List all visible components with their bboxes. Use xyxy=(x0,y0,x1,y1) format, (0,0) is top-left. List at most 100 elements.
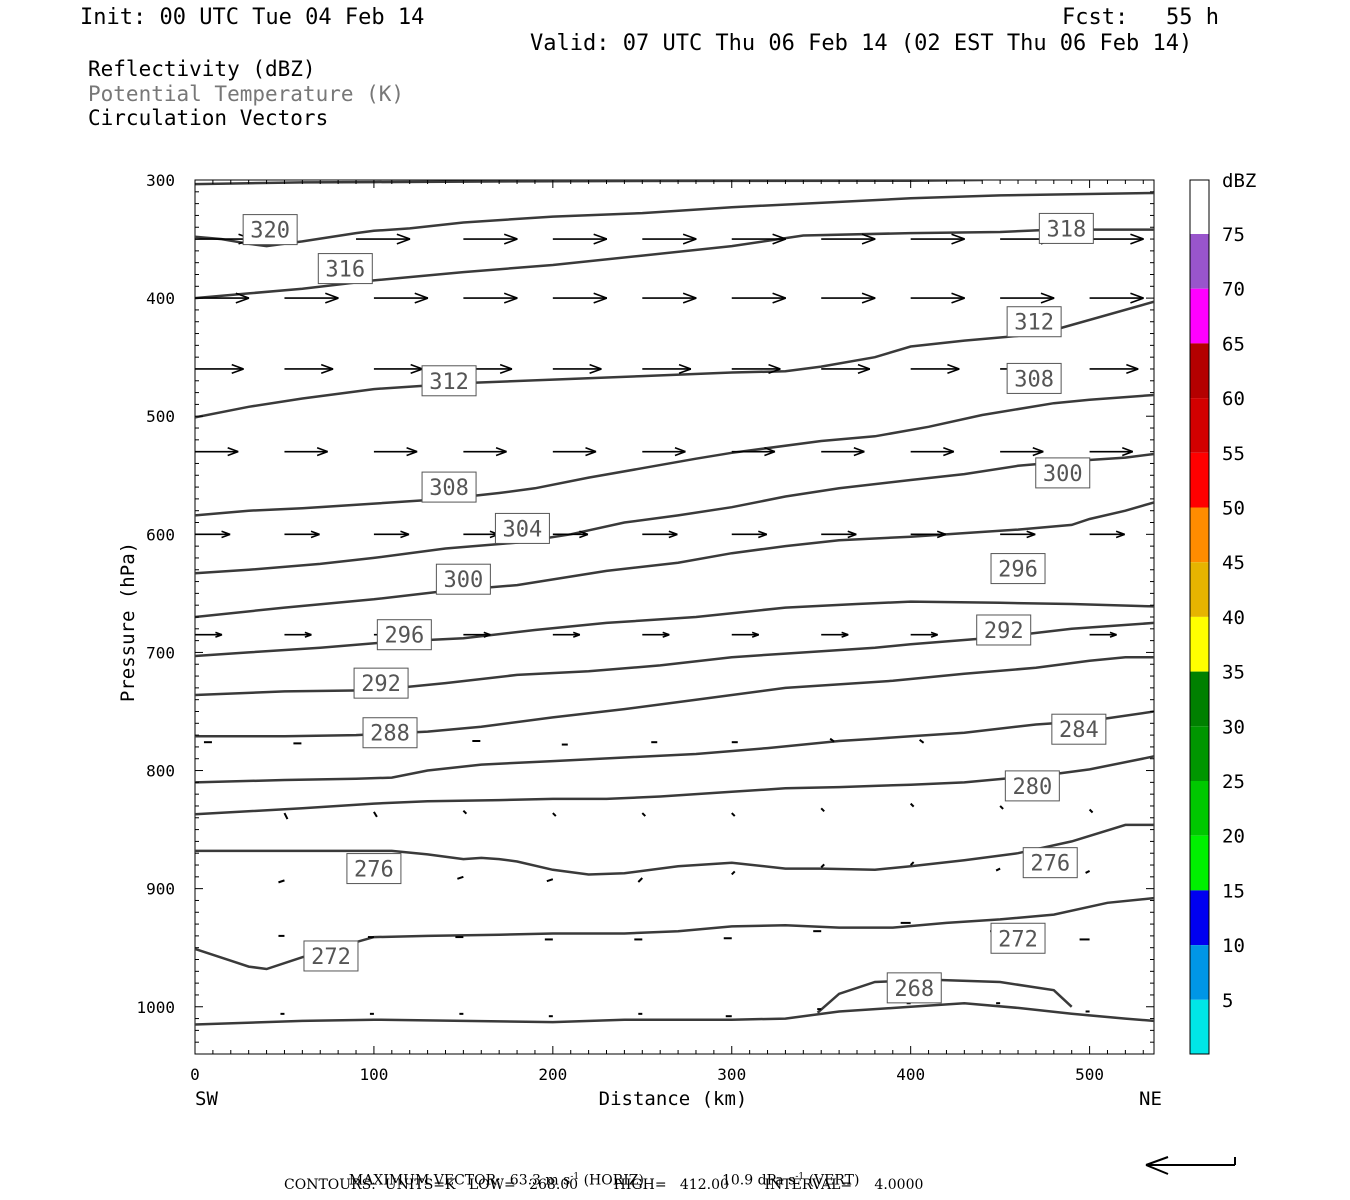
forecast-label: Fcst: xyxy=(1062,5,1129,30)
circulation-vector xyxy=(284,530,320,539)
circulation-vector xyxy=(463,233,518,245)
y-axis-title: Pressure (hPa) xyxy=(117,542,139,702)
x-tick-label: 300 xyxy=(717,1065,746,1084)
forecast-hour: 55 h xyxy=(1166,5,1219,30)
circulation-vector xyxy=(642,363,692,375)
contour-label-308: 308 xyxy=(1006,362,1062,394)
contour-label-312: 312 xyxy=(1006,306,1062,338)
svg-text:288: 288 xyxy=(370,722,410,747)
svg-text:320: 320 xyxy=(250,219,290,244)
y-tick-label: 400 xyxy=(146,289,175,308)
contour-label-292: 292 xyxy=(353,667,409,699)
circulation-vector xyxy=(642,233,697,245)
colorbar-segment xyxy=(1190,562,1209,617)
colorbar-label: 45 xyxy=(1222,552,1245,574)
contour-label-276: 276 xyxy=(346,853,402,885)
circulation-vector xyxy=(731,870,736,876)
y-tick-label: 700 xyxy=(146,643,175,662)
colorbar-segment xyxy=(1190,616,1209,672)
svg-text:268: 268 xyxy=(894,977,934,1002)
circulation-vector xyxy=(731,292,787,304)
legend-potential-temperature: Potential Temperature (K) xyxy=(88,82,405,106)
circulation-vector xyxy=(552,812,557,817)
circulation-vector xyxy=(1089,530,1125,539)
x-tick-label: 100 xyxy=(359,1065,388,1084)
footer-horiz: (HORIZ) xyxy=(583,1172,644,1189)
circulation-vector xyxy=(1089,447,1134,457)
footer-contours: CONTOURS: UNITS=K LOW= 268.00 HIGH= 412.… xyxy=(284,1177,924,1193)
theta-contour-318 xyxy=(195,228,1154,300)
x-end-label-ne: NE xyxy=(1139,1088,1162,1110)
circulation-vector xyxy=(910,292,965,304)
svg-text:312: 312 xyxy=(429,370,469,395)
contour-label-292: 292 xyxy=(976,614,1032,646)
circulation-vector xyxy=(910,447,955,457)
theta-contour-288 xyxy=(195,710,1154,784)
x-end-label-sw: SW xyxy=(195,1088,218,1110)
circulation-vector xyxy=(731,363,781,375)
svg-text:318: 318 xyxy=(1046,217,1086,242)
theta-contour-316 xyxy=(195,300,1154,419)
x-tick-label: 500 xyxy=(1075,1065,1104,1084)
colorbar-label: 5 xyxy=(1222,990,1233,1012)
colorbar-label: 10 xyxy=(1222,935,1245,957)
circulation-vector xyxy=(909,802,915,808)
colorbar-label: 65 xyxy=(1222,333,1245,355)
circulation-vector xyxy=(829,737,835,743)
svg-text:272: 272 xyxy=(311,945,351,970)
colorbar-frame xyxy=(1189,179,1210,1055)
circulation-vector xyxy=(463,292,518,304)
circulation-vector xyxy=(919,739,925,744)
circulation-vector xyxy=(731,530,768,539)
svg-text:280: 280 xyxy=(1012,775,1052,800)
contour-label-276: 276 xyxy=(1022,847,1078,879)
x-tick-label: 0 xyxy=(190,1065,200,1084)
colorbar-label: 70 xyxy=(1222,279,1245,301)
circulation-vector xyxy=(642,292,697,304)
y-tick-label: 500 xyxy=(146,407,175,426)
svg-text:284: 284 xyxy=(1059,718,1099,743)
circulation-vector xyxy=(821,363,871,375)
circulation-vector xyxy=(356,233,411,245)
x-tick-label: 200 xyxy=(538,1065,567,1084)
theta-contour-300 xyxy=(195,600,1154,658)
colorbar-label: 30 xyxy=(1222,716,1245,738)
circulation-vector xyxy=(284,363,334,375)
colorbar-segment xyxy=(1190,726,1209,781)
contour-label-320: 320 xyxy=(242,214,298,246)
svg-text:296: 296 xyxy=(384,624,424,649)
theta-contour-304 xyxy=(195,501,1154,619)
x-tick-label: 400 xyxy=(896,1065,925,1084)
svg-text:308: 308 xyxy=(429,476,469,501)
colorbar-segment xyxy=(1190,180,1209,234)
colorbar-segment xyxy=(1190,671,1209,727)
svg-text:300: 300 xyxy=(444,568,484,593)
circulation-vector xyxy=(1089,631,1117,638)
circulation-vector xyxy=(373,447,418,457)
contour-label-296: 296 xyxy=(376,619,432,651)
circulation-vector xyxy=(1085,870,1091,874)
circulation-vector xyxy=(731,447,776,457)
circulation-vector xyxy=(284,631,312,638)
circulation-vector xyxy=(820,863,825,869)
y-tick-label: 800 xyxy=(146,762,175,781)
colorbar-label: 55 xyxy=(1222,443,1245,465)
theta-contour-272 xyxy=(195,1001,1154,1026)
circulation-vector xyxy=(642,631,670,638)
circulation-vector xyxy=(195,292,250,304)
svg-text:296: 296 xyxy=(998,558,1038,583)
colorbar-label: 50 xyxy=(1222,498,1245,520)
colorbar-label: 25 xyxy=(1222,771,1245,793)
theta-contour-268 xyxy=(816,978,1073,1014)
circulation-vector xyxy=(821,233,876,245)
theta-contour-276 xyxy=(195,896,1154,971)
legend-reflectivity: Reflectivity (dBZ) xyxy=(88,57,316,81)
circulation-vector xyxy=(546,878,554,883)
circulation-vector xyxy=(995,867,1001,872)
circulation-vector xyxy=(373,363,423,375)
reference-vector-icon xyxy=(1145,1156,1236,1175)
colorbar-unit: dBZ xyxy=(1222,170,1256,192)
legend-circulation-vectors: Circulation Vectors xyxy=(88,106,329,130)
theta-contour-292 xyxy=(195,655,1154,738)
circulation-vector xyxy=(278,879,285,884)
